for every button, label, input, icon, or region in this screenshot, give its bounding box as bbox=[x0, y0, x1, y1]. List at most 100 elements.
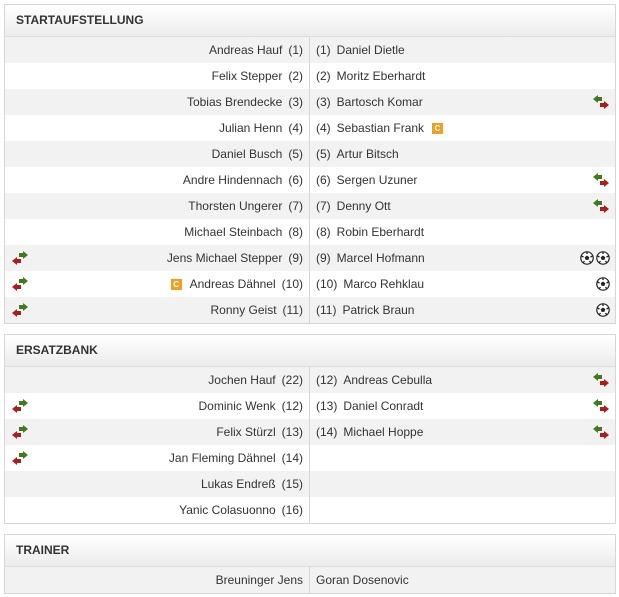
home-player[interactable]: Thorsten Ungerer (7) bbox=[5, 193, 310, 219]
section-startaufstellung: STARTAUFSTELLUNG Andreas Hauf (1) (1) Daniel… bbox=[4, 4, 616, 324]
home-player[interactable]: Julian Henn (4) bbox=[5, 115, 310, 141]
shirt-number: (7) bbox=[288, 199, 303, 213]
substitution-out-icon bbox=[11, 251, 29, 265]
away-player[interactable]: (4) Sebastian Frank C bbox=[310, 115, 615, 141]
shirt-number: (10) bbox=[281, 277, 303, 291]
home-player[interactable]: Felix Stepper (2) bbox=[5, 63, 310, 89]
away-player[interactable]: (11) Patrick Braun bbox=[310, 297, 615, 323]
shirt-number: (5) bbox=[288, 147, 303, 161]
shirt-number: (4) bbox=[316, 121, 331, 135]
player-name: Sebastian Frank bbox=[336, 121, 425, 135]
player-name: Breuninger Jens bbox=[215, 573, 303, 587]
player-name: Ronny Geist bbox=[210, 303, 277, 317]
shirt-number: (8) bbox=[316, 225, 331, 239]
home-player[interactable]: Michael Steinbach (8) bbox=[5, 219, 310, 245]
shirt-number: (6) bbox=[316, 173, 331, 187]
captain-badge: C bbox=[170, 279, 182, 291]
substitution-in-icon bbox=[592, 373, 610, 387]
player-name: Denny Ott bbox=[336, 199, 391, 213]
player-name: Michael Hoppe bbox=[343, 425, 424, 439]
away-player[interactable]: (5) Artur Bitsch bbox=[310, 141, 615, 167]
shirt-number: (1) bbox=[288, 43, 303, 57]
goal-icon bbox=[580, 251, 594, 265]
home-player[interactable]: Lukas Endreß (15) bbox=[5, 471, 310, 497]
player-name: Robin Eberhardt bbox=[336, 225, 425, 239]
section-trainer: TRAINER Breuninger Jens Goran Dosenovic bbox=[4, 534, 616, 594]
substitution-out-icon bbox=[592, 173, 610, 187]
lineup-row: Lukas Endreß (15) bbox=[5, 471, 615, 497]
home-player[interactable]: Andre Hindennach (6) bbox=[5, 167, 310, 193]
substitution-in-icon bbox=[592, 425, 610, 439]
lineup-row: Breuninger Jens Goran Dosenovic bbox=[5, 567, 615, 593]
lineup-row: Ronny Geist (11) (11) Patrick Braun bbox=[5, 297, 615, 323]
away-player[interactable]: (8) Robin Eberhardt bbox=[310, 219, 615, 245]
away-player[interactable]: (2) Moritz Eberhardt bbox=[310, 63, 615, 89]
player-name: Daniel Conradt bbox=[343, 399, 424, 413]
shirt-number: (2) bbox=[288, 69, 303, 83]
home-player[interactable]: Jens Michael Stepper (9) bbox=[5, 245, 310, 271]
player-name: Julian Henn bbox=[218, 121, 283, 135]
shirt-number: (12) bbox=[316, 373, 338, 387]
player-name: Thorsten Ungerer bbox=[188, 199, 283, 213]
lineup-row: Daniel Busch (5) (5) Artur Bitsch bbox=[5, 141, 615, 167]
shirt-number: (22) bbox=[281, 373, 303, 387]
away-player[interactable]: (1) Daniel Dietle bbox=[310, 37, 615, 63]
player-name: Michael Steinbach bbox=[184, 225, 283, 239]
home-player[interactable]: Breuninger Jens bbox=[5, 567, 310, 593]
lineup-row: Michael Steinbach (8) (8) Robin Eberhardt bbox=[5, 219, 615, 245]
home-player[interactable]: Daniel Busch (5) bbox=[5, 141, 310, 167]
home-player[interactable]: Andreas Hauf (1) bbox=[5, 37, 310, 63]
away-player[interactable]: (14) Michael Hoppe bbox=[310, 419, 615, 445]
home-player[interactable]: Yanic Colasuonno (16) bbox=[5, 497, 310, 523]
shirt-number: (2) bbox=[316, 69, 331, 83]
away-player bbox=[310, 471, 615, 497]
away-player[interactable]: (6) Sergen Uzuner bbox=[310, 167, 615, 193]
away-player[interactable]: (7) Denny Ott bbox=[310, 193, 615, 219]
shirt-number: (16) bbox=[281, 503, 303, 517]
player-name: Patrick Braun bbox=[342, 303, 415, 317]
substitution-in-icon bbox=[592, 399, 610, 413]
substitution-in-icon bbox=[11, 451, 29, 465]
lineup-row: Felix Stürzl (13) (14) Michael Hoppe bbox=[5, 419, 615, 445]
shirt-number: (13) bbox=[281, 425, 303, 439]
shirt-number: (6) bbox=[288, 173, 303, 187]
away-player[interactable]: (10) Marco Rehklau bbox=[310, 271, 615, 297]
substitution-in-icon bbox=[11, 425, 29, 439]
away-player bbox=[310, 445, 615, 471]
home-player[interactable]: Felix Stürzl (13) bbox=[5, 419, 310, 445]
section-ersatzbank: ERSATZBANK Jochen Hauf (22) (12) Andreas Ceb… bbox=[4, 334, 616, 524]
lineup-row: Andre Hindennach (6) (6) Sergen Uzuner bbox=[5, 167, 615, 193]
player-name: Daniel Dietle bbox=[336, 43, 405, 57]
home-player[interactable]: Jochen Hauf (22) bbox=[5, 367, 310, 393]
lineup-row: Jens Michael Stepper (9) (9) Marcel Hofmann bbox=[5, 245, 615, 271]
home-player[interactable]: C Andreas Dähnel (10) bbox=[5, 271, 310, 297]
substitution-out-icon bbox=[592, 95, 610, 109]
home-player[interactable]: Jan Fleming Dähnel (14) bbox=[5, 445, 310, 471]
home-player[interactable]: Ronny Geist (11) bbox=[5, 297, 310, 323]
away-player[interactable]: (13) Daniel Conradt bbox=[310, 393, 615, 419]
section-title: STARTAUFSTELLUNG bbox=[5, 5, 615, 37]
player-name: Goran Dosenovic bbox=[316, 573, 409, 587]
away-player[interactable]: (12) Andreas Cebulla bbox=[310, 367, 615, 393]
goal-icon bbox=[596, 303, 610, 317]
player-name: Felix Stepper bbox=[211, 69, 283, 83]
lineup-row: Julian Henn (4) (4) Sebastian Frank C bbox=[5, 115, 615, 141]
away-player[interactable]: Goran Dosenovic bbox=[310, 567, 615, 593]
lineup-row: Jochen Hauf (22) (12) Andreas Cebulla bbox=[5, 367, 615, 393]
goal-icon bbox=[596, 277, 610, 291]
player-name: Andreas Hauf bbox=[208, 43, 283, 57]
substitution-out-icon bbox=[592, 199, 610, 213]
shirt-number: (13) bbox=[316, 399, 338, 413]
home-player[interactable]: Dominic Wenk (12) bbox=[5, 393, 310, 419]
home-player[interactable]: Tobias Brendecke (3) bbox=[5, 89, 310, 115]
player-name: Felix Stürzl bbox=[216, 425, 276, 439]
shirt-number: (7) bbox=[316, 199, 331, 213]
shirt-number: (11) bbox=[316, 303, 337, 317]
shirt-number: (11) bbox=[282, 303, 303, 317]
player-name: Dominic Wenk bbox=[198, 399, 276, 413]
away-player bbox=[310, 497, 615, 523]
lineup-row: Jan Fleming Dähnel (14) bbox=[5, 445, 615, 471]
away-player[interactable]: (3) Bartosch Komar bbox=[310, 89, 615, 115]
shirt-number: (12) bbox=[281, 399, 303, 413]
away-player[interactable]: (9) Marcel Hofmann bbox=[310, 245, 615, 271]
